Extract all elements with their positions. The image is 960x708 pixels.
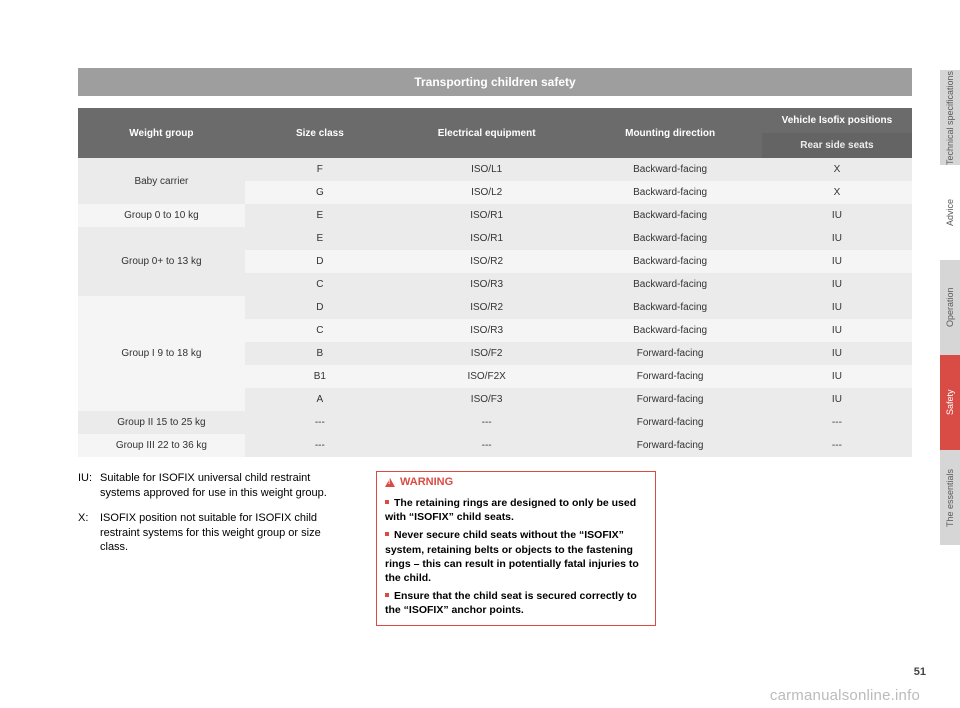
table-cell: IU xyxy=(762,319,912,342)
table-cell: IU xyxy=(762,250,912,273)
table-cell: Backward-facing xyxy=(578,319,761,342)
warning-item: The retaining rings are designed to only… xyxy=(385,496,647,524)
table-cell: E xyxy=(245,227,395,250)
table-cell: Backward-facing xyxy=(578,181,761,204)
watermark: carmanualsonline.info xyxy=(770,687,920,704)
table-cell: Backward-facing xyxy=(578,296,761,319)
table-cell: ISO/F2X xyxy=(395,365,578,388)
side-tab[interactable]: Advice xyxy=(940,165,960,260)
table-cell: Forward-facing xyxy=(578,365,761,388)
table-cell: ISO/L2 xyxy=(395,181,578,204)
table-cell: Backward-facing xyxy=(578,204,761,227)
table-group-label: Group I 9 to 18 kg xyxy=(78,296,245,411)
table-cell: Forward-facing xyxy=(578,411,761,434)
definition-key: IU: xyxy=(78,471,100,501)
table-cell: --- xyxy=(245,411,395,434)
bullet-icon xyxy=(385,500,389,504)
table-cell: ISO/R1 xyxy=(395,227,578,250)
table-cell: IU xyxy=(762,204,912,227)
table-cell: --- xyxy=(395,434,578,457)
table-cell: ISO/R2 xyxy=(395,250,578,273)
table-group-label: Group 0+ to 13 kg xyxy=(78,227,245,296)
col-weight-group: Weight group xyxy=(78,108,245,158)
col-isofix-positions: Vehicle Isofix positions xyxy=(762,108,912,133)
table-cell: Backward-facing xyxy=(578,158,761,181)
table-cell: ISO/F3 xyxy=(395,388,578,411)
table-cell: Forward-facing xyxy=(578,434,761,457)
table-group-label: Baby carrier xyxy=(78,158,245,204)
table-cell: C xyxy=(245,319,395,342)
table-cell: Backward-facing xyxy=(578,250,761,273)
warning-item: Never secure child seats without the “IS… xyxy=(385,528,647,585)
table-cell: --- xyxy=(762,434,912,457)
table-group-label: Group II 15 to 25 kg xyxy=(78,411,245,434)
side-tab[interactable]: Operation xyxy=(940,260,960,355)
col-rear-side-seats: Rear side seats xyxy=(762,133,912,158)
table-cell: B1 xyxy=(245,365,395,388)
table-cell: G xyxy=(245,181,395,204)
bullet-icon xyxy=(385,593,389,597)
side-tab[interactable]: Safety xyxy=(940,355,960,450)
table-cell: F xyxy=(245,158,395,181)
definition-text: ISOFIX position not suitable for ISOFIX … xyxy=(100,511,348,556)
col-size-class: Size class xyxy=(245,108,395,158)
table-group-label: Group III 22 to 36 kg xyxy=(78,434,245,457)
page-title: Transporting children safety xyxy=(78,68,912,96)
side-tab[interactable]: The essentials xyxy=(940,450,960,545)
definition-key: X: xyxy=(78,511,100,556)
table-cell: IU xyxy=(762,296,912,319)
bullet-icon xyxy=(385,532,389,536)
table-cell: IU xyxy=(762,227,912,250)
table-cell: IU xyxy=(762,388,912,411)
definitions-block: IU:Suitable for ISOFIX universal child r… xyxy=(78,471,348,626)
table-cell: IU xyxy=(762,273,912,296)
table-cell: E xyxy=(245,204,395,227)
table-cell: X xyxy=(762,158,912,181)
warning-title: WARNING xyxy=(400,476,453,488)
warning-item: Ensure that the child seat is secured co… xyxy=(385,589,647,617)
table-cell: Forward-facing xyxy=(578,342,761,365)
isofix-table: Weight group Size class Electrical equip… xyxy=(78,108,912,457)
table-cell: ISO/R1 xyxy=(395,204,578,227)
table-cell: A xyxy=(245,388,395,411)
table-cell: C xyxy=(245,273,395,296)
side-tab[interactable]: Technical specifications xyxy=(940,70,960,165)
table-cell: IU xyxy=(762,342,912,365)
warning-box: WARNING The retaining rings are designed… xyxy=(376,471,656,626)
table-cell: --- xyxy=(395,411,578,434)
table-cell: ISO/R2 xyxy=(395,296,578,319)
table-cell: Backward-facing xyxy=(578,227,761,250)
table-cell: --- xyxy=(245,434,395,457)
table-cell: Backward-facing xyxy=(578,273,761,296)
table-cell: ISO/L1 xyxy=(395,158,578,181)
table-cell: ISO/R3 xyxy=(395,273,578,296)
definition-text: Suitable for ISOFIX universal child rest… xyxy=(100,471,348,501)
table-cell: D xyxy=(245,296,395,319)
col-mounting-direction: Mounting direction xyxy=(578,108,761,158)
table-cell: B xyxy=(245,342,395,365)
table-cell: IU xyxy=(762,365,912,388)
table-cell: ISO/R3 xyxy=(395,319,578,342)
table-cell: D xyxy=(245,250,395,273)
table-cell: ISO/F2 xyxy=(395,342,578,365)
table-cell: --- xyxy=(762,411,912,434)
page-number: 51 xyxy=(914,666,926,678)
warning-icon xyxy=(385,478,395,487)
table-group-label: Group 0 to 10 kg xyxy=(78,204,245,227)
col-electrical-equipment: Electrical equipment xyxy=(395,108,578,158)
table-cell: X xyxy=(762,181,912,204)
table-cell: Forward-facing xyxy=(578,388,761,411)
